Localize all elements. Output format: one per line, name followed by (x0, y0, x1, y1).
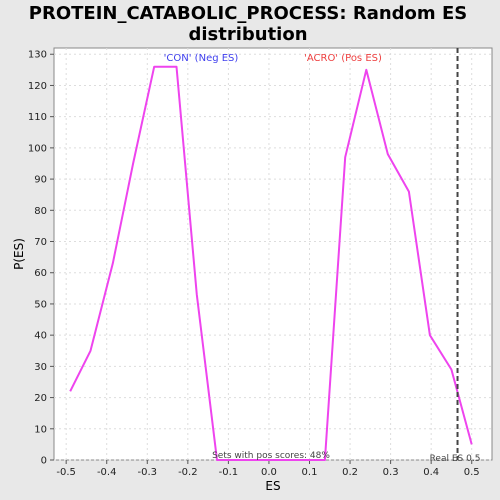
axes: -0.5 -0.4 -0.3 -0.2 -0.1 0.0 0.1 0.2 0.3 0.4 0.5 0 1… (28, 50, 480, 478)
y-tick-label: 0 (41, 456, 47, 467)
x-tick-label: -0.5 (56, 467, 76, 478)
x-tick-label: -0.1 (219, 467, 239, 478)
y-tick-label: 40 (34, 331, 47, 342)
pos-es-annotation: 'ACRO' (Pos ES) (304, 53, 382, 64)
y-tick-label: 90 (34, 175, 47, 186)
y-tick-label: 110 (28, 112, 47, 123)
y-tick-label: 130 (28, 50, 47, 61)
x-tick-label: -0.3 (138, 467, 158, 478)
neg-es-annotation: 'CON' (Neg ES) (164, 53, 239, 64)
real-es-annotation: Real ES 0.5 (430, 454, 481, 464)
series-layer (69, 48, 473, 461)
x-tick-label: 0.2 (342, 467, 358, 478)
chart-title-line-2: distribution (188, 24, 307, 45)
y-tick-label: 20 (34, 393, 47, 404)
y-axis-label: P(ES) (12, 238, 26, 270)
x-tick-label: 0.4 (423, 467, 439, 478)
y-tick-label: 80 (34, 206, 47, 217)
series-line (69, 65, 473, 461)
x-tick-label: -0.2 (178, 467, 198, 478)
y-tick-label: 70 (34, 237, 47, 248)
y-tick-label: 100 (28, 143, 47, 154)
y-tick-label: 60 (34, 268, 47, 279)
y-tick-label: 120 (28, 81, 47, 92)
grid-lines (54, 48, 492, 461)
sets-with-pos-scores-annotation: Sets with pos scores: 48% (212, 451, 330, 461)
x-tick-label: 0.3 (383, 467, 399, 478)
x-axis-label: ES (265, 479, 280, 493)
x-tick-label: 0.5 (464, 467, 480, 478)
y-tick-label: 30 (34, 362, 47, 373)
x-tick-label: -0.4 (97, 467, 117, 478)
plot-area (53, 47, 493, 461)
chart-title-line-1: PROTEIN_CATABOLIC_PROCESS: Random ES (29, 3, 467, 24)
x-tick-label: 0.1 (302, 467, 318, 478)
y-tick-label: 50 (34, 299, 47, 310)
x-tick-label: 0.0 (261, 467, 277, 478)
y-tick-label: 10 (34, 424, 47, 435)
